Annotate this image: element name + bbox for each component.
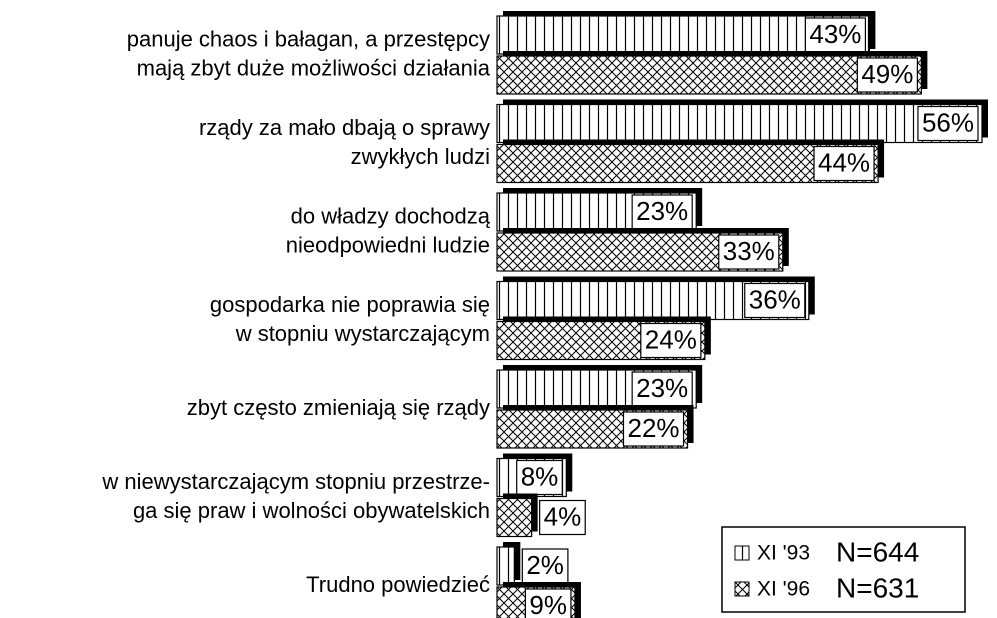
legend-swatch [734,545,750,561]
value-label-box [917,105,979,142]
value-label-box [524,588,572,618]
value-label: 24% [645,324,697,354]
value-label: 49% [861,59,913,89]
value-label: 9% [529,590,567,618]
value-label-box [813,145,875,182]
value-label: 44% [818,147,870,177]
value-label: 56% [922,107,974,137]
bar [496,103,983,144]
value-label: 23% [636,196,688,226]
value-label-box [631,371,693,407]
bar [496,546,515,586]
legend-swatch [734,581,750,597]
bar [496,55,922,95]
legend-n: N=631 [836,572,919,603]
value-label-box [516,459,563,496]
value-label-box [744,282,806,319]
value-label: 4% [544,501,582,531]
category-label: zwykłych ludzi [351,144,490,169]
value-label-box [539,499,586,536]
value-label: 2% [526,550,564,580]
value-label-box [856,57,918,93]
value-label: 22% [627,413,679,443]
value-label-box [622,411,685,447]
category-label: panuje chaos i bałagan, a przestępcy [127,26,490,51]
value-label-box [631,194,693,230]
category-label: zbyt często zmieniają się rządy [187,395,490,420]
value-label-box [640,322,702,359]
value-label-box [718,234,780,270]
category-label: Trudno powiedzieć [306,572,490,597]
category-label: w stopniu wystarczającym [235,321,490,346]
category-label: rządy za mało dbają o sprawy [199,115,490,140]
value-label-box [521,548,569,584]
category-label: w niewystarczającym stopniu przestrze- [101,469,490,494]
legend-n: N=644 [836,536,919,567]
legend-label: XI '96 [757,578,810,601]
value-label: 8% [521,461,559,491]
category-label: do władzy dochodzą [291,203,491,228]
category-label: mają zbyt duże możliwości działania [137,55,491,80]
legend-label: XI '93 [757,542,810,565]
value-label: 36% [749,284,801,314]
plot: panuje chaos i bałagan, a przestępcy mają… [101,11,988,618]
legend-box [721,526,966,613]
category-label: nieodpowiedni ludzie [286,232,490,257]
value-label: 23% [636,373,688,403]
category-label: ga się praw i wolności obywatelskich [133,498,490,523]
legend: XI '93 N=644 XI '96 N=631 [721,526,966,613]
bar [496,497,533,538]
category-label: gospodarka nie poprawia się [210,292,490,317]
value-label: 43% [809,19,861,49]
value-label: 33% [723,236,775,266]
